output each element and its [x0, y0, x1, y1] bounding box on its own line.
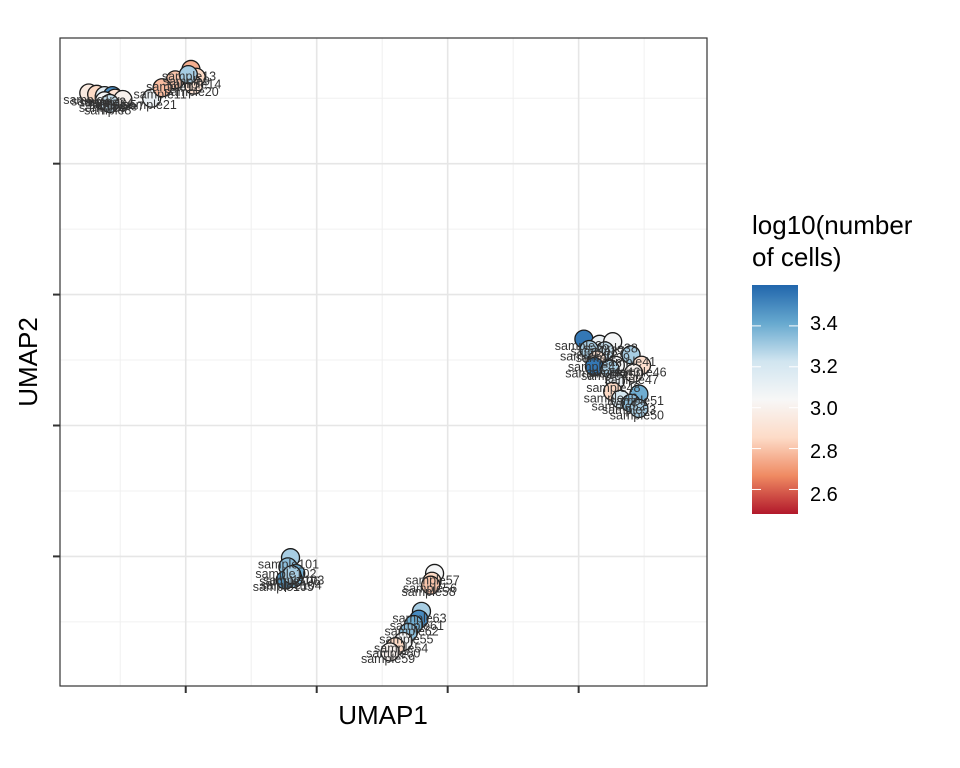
point-label: sample60 — [366, 647, 420, 661]
point-label: sample20 — [164, 85, 218, 99]
point-label: sample49 — [584, 391, 638, 405]
data-point — [178, 65, 199, 85]
point-label: sample11 — [134, 88, 187, 102]
point-label: sample103 — [263, 573, 324, 587]
point-label: sample12 — [146, 80, 200, 94]
point-label: sample40 — [560, 350, 614, 364]
point-label: sample47 — [605, 373, 659, 387]
point-label: sample2 — [71, 94, 118, 108]
x-axis-ticks — [184, 686, 580, 693]
point-label: sample5 — [89, 98, 136, 112]
point-label: sample50 — [610, 408, 664, 422]
point-label: sample57 — [405, 573, 459, 587]
point-label: sample53 — [602, 403, 656, 417]
legend-tick-label: 2.8 — [810, 441, 838, 463]
point-label: sample37 — [571, 344, 625, 358]
legend-tick-label: 3.2 — [810, 356, 838, 378]
point-label: sample13 — [162, 69, 216, 83]
point-label: sample63 — [392, 611, 446, 625]
point-label: sample55 — [379, 632, 433, 646]
colorbar-ticks — [752, 325, 798, 490]
point-label: sample101 — [258, 558, 319, 572]
legend-tick-label: 3.0 — [810, 398, 838, 420]
colorbar — [752, 285, 798, 514]
point-label: sample52 — [591, 399, 645, 413]
data-point — [420, 575, 441, 595]
point-label: sample56 — [403, 581, 457, 595]
point-label: sample106 — [259, 575, 320, 589]
point-label: sample48 — [586, 381, 640, 395]
point-label: sample36 — [555, 339, 609, 353]
point-label: sample59 — [361, 652, 415, 666]
point-label: sample9 — [163, 75, 210, 89]
point-label: sample4 — [87, 96, 134, 110]
point-label: sample105 — [253, 580, 314, 594]
point-label: sample43 — [586, 365, 640, 379]
legend-title-line-1: log10(number — [752, 210, 913, 240]
point-label: sample3 — [79, 96, 126, 110]
point-label: sample41 — [602, 355, 656, 369]
data-point — [100, 93, 120, 114]
data-point — [282, 565, 302, 585]
data-point — [629, 398, 649, 419]
panel-border — [59, 37, 708, 687]
data-point — [152, 78, 172, 98]
major-gridlines — [60, 38, 707, 686]
point-label: sample14 — [167, 77, 221, 91]
minor-gridlines — [60, 38, 707, 686]
legend-tick-label: 3.4 — [810, 313, 838, 335]
y-axis-ticks — [53, 162, 60, 558]
point-label: sample51 — [610, 394, 664, 408]
point-label: sample8 — [84, 103, 131, 117]
legend-title-line-2: of cells) — [752, 242, 842, 272]
point-label: sample62 — [385, 624, 439, 638]
point-label: sample21 — [123, 98, 177, 112]
data-point — [624, 363, 644, 383]
point-label: sample6 — [79, 101, 126, 115]
colorbar-legend: log10(number of cells) 3.4 3.2 3.0 2.8 2… — [752, 210, 913, 514]
point-label: sample1 — [63, 93, 110, 107]
point-label: sample7 — [97, 100, 144, 114]
x-axis-title: UMAP1 — [338, 700, 428, 730]
points-layer — [79, 59, 652, 662]
point-label: sample58 — [402, 585, 456, 599]
data-point — [380, 642, 400, 662]
y-axis-title: UMAP2 — [13, 317, 43, 407]
point-label: sample42 — [568, 360, 622, 374]
point-label: sample102 — [255, 567, 316, 581]
point-label: sample104 — [261, 579, 322, 593]
legend-tick-label: 2.6 — [810, 484, 838, 506]
point-label: sample46 — [612, 365, 666, 379]
point-label: sample44 — [565, 367, 619, 381]
point-label: sample54 — [374, 641, 428, 655]
point-label: sample39 — [576, 351, 630, 365]
point-label: sample61 — [390, 619, 444, 633]
point-label: sample38 — [584, 342, 638, 356]
point-label: sample45 — [581, 369, 635, 383]
